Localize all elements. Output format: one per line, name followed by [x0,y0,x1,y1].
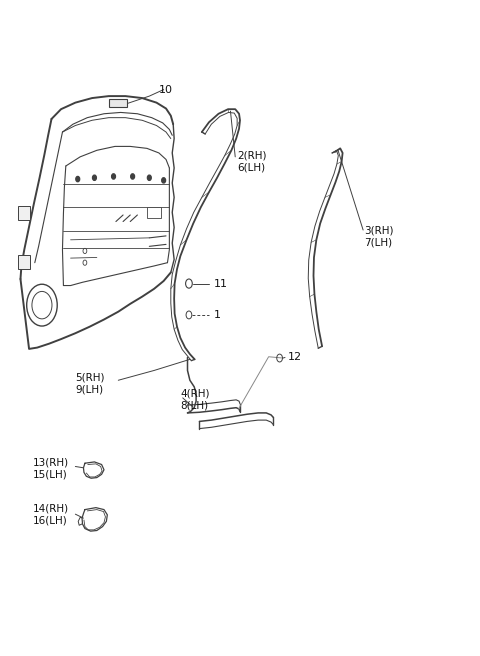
Text: 14(RH)
16(LH): 14(RH) 16(LH) [33,503,69,525]
FancyBboxPatch shape [18,206,30,220]
Circle shape [93,175,96,180]
Text: 4(RH)
8(LH): 4(RH) 8(LH) [180,389,210,411]
Bar [109,99,127,107]
Text: 11: 11 [214,279,228,289]
Text: 2(RH)
6(LH): 2(RH) 6(LH) [238,150,267,173]
Text: 1: 1 [214,310,221,320]
Circle shape [147,175,151,180]
FancyBboxPatch shape [18,255,30,269]
Text: 3(RH)
7(LH): 3(RH) 7(LH) [364,226,394,247]
Circle shape [162,178,166,183]
Text: 10: 10 [159,85,173,94]
FancyBboxPatch shape [147,207,161,218]
Circle shape [131,174,134,179]
Circle shape [76,176,80,182]
Text: 13(RH)
15(LH): 13(RH) 15(LH) [33,457,69,480]
Text: 12: 12 [288,352,302,362]
Circle shape [112,174,116,179]
Text: 5(RH)
9(LH): 5(RH) 9(LH) [75,373,105,394]
